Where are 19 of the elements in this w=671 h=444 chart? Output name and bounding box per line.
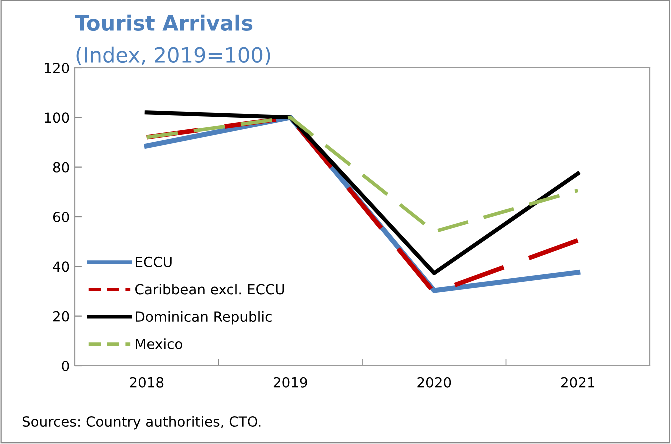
- legend-label: Mexico: [136, 338, 182, 350]
- y-tick-label: 120: [45, 62, 70, 74]
- legend-label: ECCU: [136, 256, 172, 268]
- x-tick-label: 2019: [274, 377, 308, 388]
- x-tick-label: 2021: [561, 377, 595, 388]
- line-series: [145, 116, 580, 234]
- x-tick-label: 2018: [130, 377, 164, 388]
- chart-subtitle: (Index, 2019=100): [76, 46, 270, 66]
- y-tick-label: 100: [45, 112, 70, 124]
- chart-title: Tourist Arrivals: [75, 14, 253, 32]
- y-tick-label: 20: [53, 311, 70, 322]
- source-note: Sources: Country authorities, CTO.: [22, 416, 261, 430]
- legend-label: Dominican Republic: [136, 311, 272, 325]
- y-tick-label: 0: [62, 360, 70, 372]
- legend-label: Caribbean excl. ECCU: [136, 284, 284, 295]
- y-tick-label: 40: [53, 262, 70, 272]
- y-tick-label: 60: [53, 212, 70, 222]
- x-tick-label: 2020: [418, 377, 452, 388]
- y-tick-label: 80: [53, 162, 70, 173]
